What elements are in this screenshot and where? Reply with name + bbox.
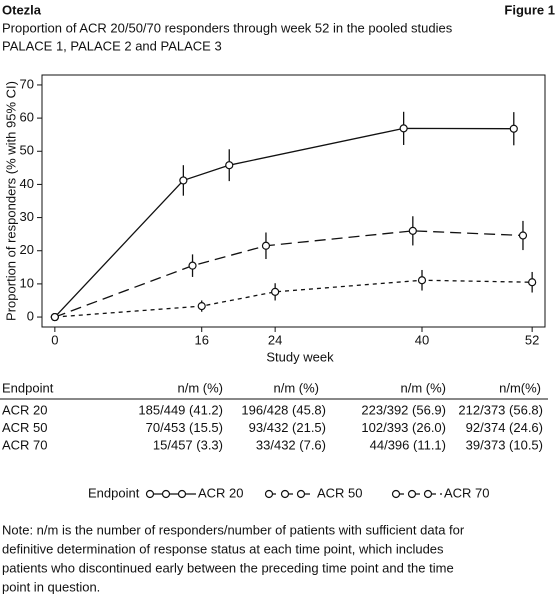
data-point: [197, 302, 206, 311]
note-line: patients who discontinued early between …: [2, 560, 454, 575]
table-cell: 70/453 (15.5): [146, 420, 223, 435]
y-tick-label: 70: [20, 76, 34, 91]
table-cell: 196/428 (45.8): [241, 402, 326, 417]
y-tick-label: 60: [20, 110, 34, 125]
table-cell: 102/393 (26.0): [361, 420, 446, 435]
data-point: [408, 226, 417, 235]
table-cell: 185/449 (41.2): [138, 402, 223, 417]
legend-label: ACR 50: [317, 485, 363, 500]
plot-frame: [41, 74, 546, 328]
note-line: point in question.: [2, 579, 100, 594]
series-line: [54, 279, 533, 318]
y-tick-label: 0: [27, 308, 34, 323]
y-axis-label: Proportion of responders (% with 95% CI): [3, 81, 18, 321]
table-cell: 92/374 (24.6): [466, 420, 543, 435]
table-header: n/m (%): [401, 380, 447, 395]
x-tick-label: 24: [268, 332, 282, 347]
note-line: Note: n/m is the number of responders/nu…: [2, 522, 465, 537]
series-line: [54, 127, 514, 318]
table-cell: ACR 70: [2, 437, 48, 452]
table-cell: 15/457 (3.3): [153, 437, 223, 452]
table-cell: 44/396 (11.1): [370, 437, 446, 452]
legend-marker: [280, 489, 290, 499]
series-line: [54, 230, 523, 318]
data-point: [528, 278, 537, 287]
data-point: [509, 124, 518, 133]
table-cell: ACR 20: [2, 402, 48, 417]
data-point: [225, 161, 234, 170]
chart-title: Proportion of ACR 20/50/70 responders th…: [2, 20, 453, 35]
data-point: [188, 261, 197, 270]
legend-label: ACR 70: [444, 485, 490, 500]
y-tick-label: 40: [20, 176, 34, 191]
figure-label: Figure 1: [504, 2, 555, 17]
data-point: [50, 312, 59, 322]
legend-marker: [407, 489, 417, 499]
chart-title: PALACE 1, PALACE 2 and PALACE 3: [2, 38, 222, 53]
y-tick-label: 20: [20, 242, 34, 257]
data-point: [518, 231, 528, 240]
table-cell: 223/392 (56.9): [361, 402, 446, 417]
data-point: [261, 241, 271, 250]
table-cell: ACR 50: [2, 420, 48, 435]
table-header: n/m (%): [178, 380, 224, 395]
table-header: n/m(%): [499, 380, 541, 395]
legend-marker: [161, 489, 171, 499]
brand: Otezla: [2, 2, 42, 17]
y-tick-label: 50: [20, 143, 34, 158]
table-header: n/m (%): [274, 380, 320, 395]
legend-marker: [145, 489, 155, 499]
legend-marker: [423, 489, 433, 499]
table-cell: 212/373 (56.8): [458, 402, 543, 417]
data-point: [271, 287, 280, 296]
note-line: definitive determination of response sta…: [2, 541, 444, 556]
legend-label: ACR 20: [198, 485, 244, 500]
x-tick-label: 16: [194, 332, 208, 347]
y-tick-label: 30: [20, 209, 34, 224]
legend-marker: [391, 489, 401, 499]
data-point: [179, 176, 188, 185]
x-tick-label: 40: [415, 332, 429, 347]
data-point: [417, 276, 427, 285]
legend-marker: [296, 489, 306, 499]
y-tick-label: 10: [20, 275, 34, 290]
table-cell: 93/432 (21.5): [249, 420, 326, 435]
x-tick-label: 52: [525, 332, 539, 347]
x-tick-label: 0: [51, 332, 58, 347]
x-axis-label: Study week: [266, 349, 334, 364]
legend-marker: [177, 489, 187, 499]
table-header: Endpoint: [2, 380, 54, 395]
legend-marker: [264, 489, 274, 499]
data-point: [399, 124, 408, 133]
legend-title: Endpoint: [88, 485, 140, 500]
table-cell: 33/432 (7.6): [256, 437, 326, 452]
table-cell: 39/373 (10.5): [466, 437, 543, 452]
